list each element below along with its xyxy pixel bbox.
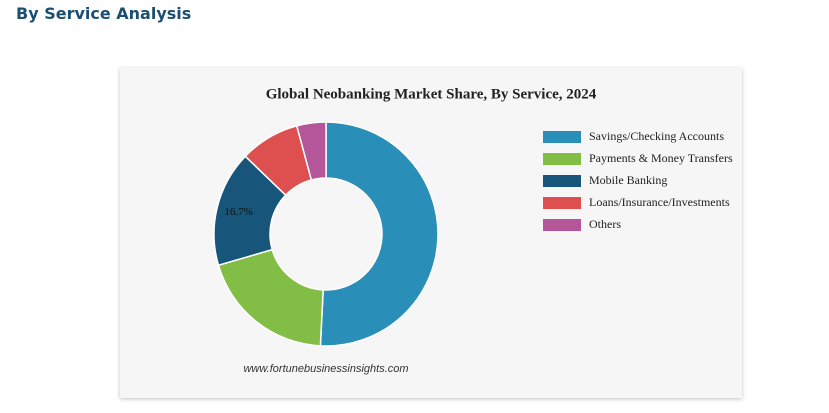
legend-swatch [543, 131, 581, 143]
legend-swatch [543, 219, 581, 231]
legend-swatch [543, 153, 581, 165]
legend-label: Mobile Banking [589, 173, 667, 187]
legend-label: Others [589, 217, 621, 231]
source: www.fortunebusinessinsights.com [243, 363, 408, 375]
legend-swatch [543, 197, 581, 209]
legend-label: Loans/Insurance/Investments [589, 195, 730, 209]
donut-slice [319, 121, 439, 347]
legend-label: Payments & Money Transfers [589, 151, 733, 165]
donut-slice [295, 121, 327, 181]
section-title: By Service Analysis [16, 4, 192, 23]
chart-card: Global Neobanking Market Share, By Servi… [120, 68, 742, 398]
donut-slice [217, 248, 324, 347]
data-label: 16.7% [224, 206, 252, 218]
legend-label: Savings/Checking Accounts [589, 129, 724, 143]
legend-swatch [543, 175, 581, 187]
chart-title: Global Neobanking Market Share, By Servi… [266, 86, 597, 102]
chart: Global Neobanking Market Share, By Servi… [213, 86, 733, 375]
